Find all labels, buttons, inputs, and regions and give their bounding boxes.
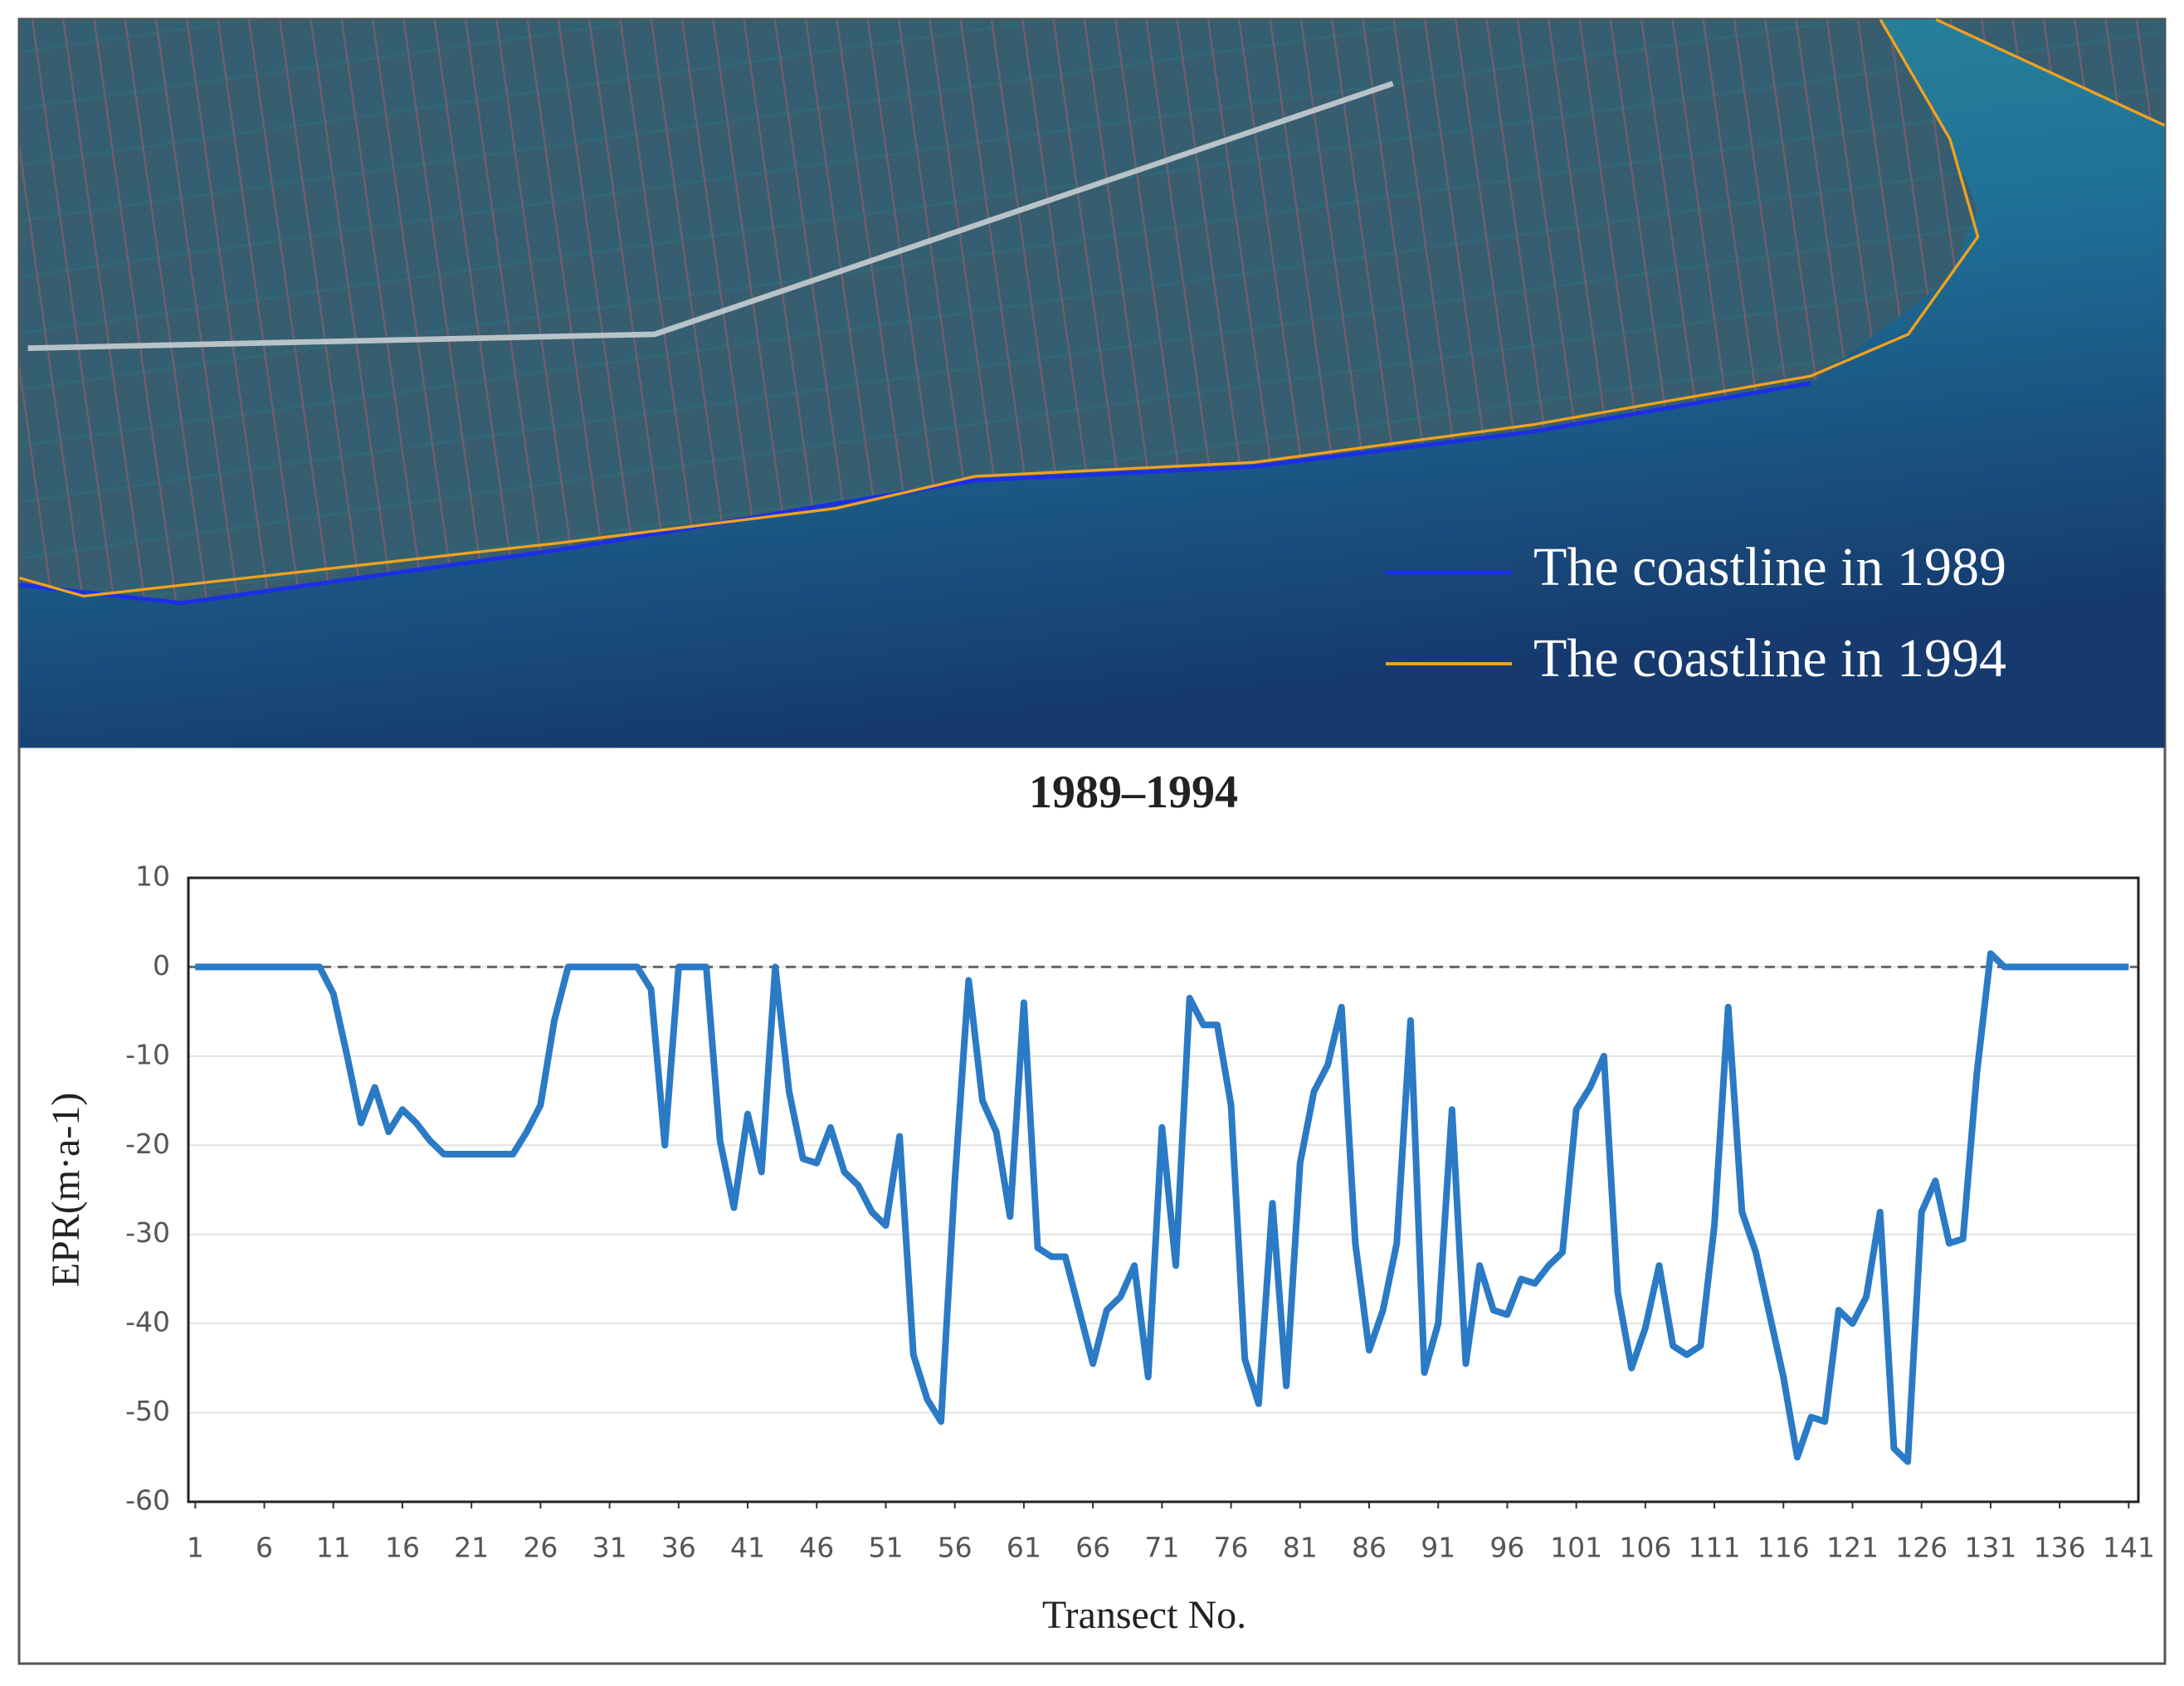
y-tick-label: -50 <box>125 1395 170 1427</box>
coastline-1994 <box>19 17 2166 598</box>
x-tick-label: 51 <box>868 1532 903 1564</box>
x-tick-label: 56 <box>938 1532 973 1564</box>
x-tick-label: 6 <box>256 1532 273 1564</box>
x-tick-label: 46 <box>799 1532 834 1564</box>
x-tick-label: 76 <box>1214 1532 1249 1564</box>
coastline-1989 <box>19 381 1811 606</box>
y-tick-label: -60 <box>125 1484 170 1517</box>
road <box>27 80 1394 352</box>
x-tick-label: 106 <box>1619 1532 1671 1564</box>
x-tick-label: 1 <box>187 1532 204 1564</box>
y-axis-label: EPR(m·a-1) <box>44 1093 88 1288</box>
x-tick-label: 111 <box>1689 1532 1741 1564</box>
x-tick-label: 141 <box>2103 1532 2155 1564</box>
y-tick-label: -20 <box>125 1128 170 1160</box>
x-tick-label: 31 <box>592 1532 627 1564</box>
x-tick-label: 66 <box>1075 1532 1110 1564</box>
x-tick-label: 21 <box>454 1532 489 1564</box>
data-line <box>195 950 2129 1465</box>
x-tick-label: 41 <box>730 1532 765 1564</box>
land <box>19 19 1978 603</box>
plot-frame <box>187 876 2140 1503</box>
x-tick-label: 131 <box>1964 1532 2016 1564</box>
x-tick-label: 26 <box>523 1532 558 1564</box>
legend-label: The coastline in 1989 <box>1533 537 2006 597</box>
satellite-image <box>19 17 2166 748</box>
x-tick-label: 16 <box>385 1532 420 1564</box>
y-tick-label: -30 <box>125 1216 170 1249</box>
x-tick-label: 71 <box>1144 1532 1179 1564</box>
y-tick-label: -10 <box>125 1038 170 1070</box>
x-tick-label: 101 <box>1550 1532 1602 1564</box>
y-tick-label: 0 <box>153 949 170 982</box>
x-tick-label: 136 <box>2034 1532 2086 1564</box>
x-tick-label: 91 <box>1421 1532 1455 1564</box>
y-tick-label: -40 <box>125 1306 170 1338</box>
x-tick-label: 36 <box>661 1532 696 1564</box>
x-tick-label: 96 <box>1489 1532 1524 1564</box>
chart-title: 1989–1994 <box>1029 767 1238 818</box>
y-tick-label: 10 <box>135 860 170 893</box>
x-axis-label: Transect No. <box>1042 1593 1246 1637</box>
x-tick-label: 126 <box>1895 1532 1948 1564</box>
x-tick-label: 116 <box>1757 1532 1810 1564</box>
x-tick-label: 61 <box>1007 1532 1041 1564</box>
x-tick-label: 86 <box>1352 1532 1387 1564</box>
x-tick-label: 121 <box>1826 1532 1879 1564</box>
x-tick-label: 11 <box>316 1532 351 1564</box>
x-tick-label: 81 <box>1283 1532 1318 1564</box>
legend-label: The coastline in 1994 <box>1533 628 2006 689</box>
